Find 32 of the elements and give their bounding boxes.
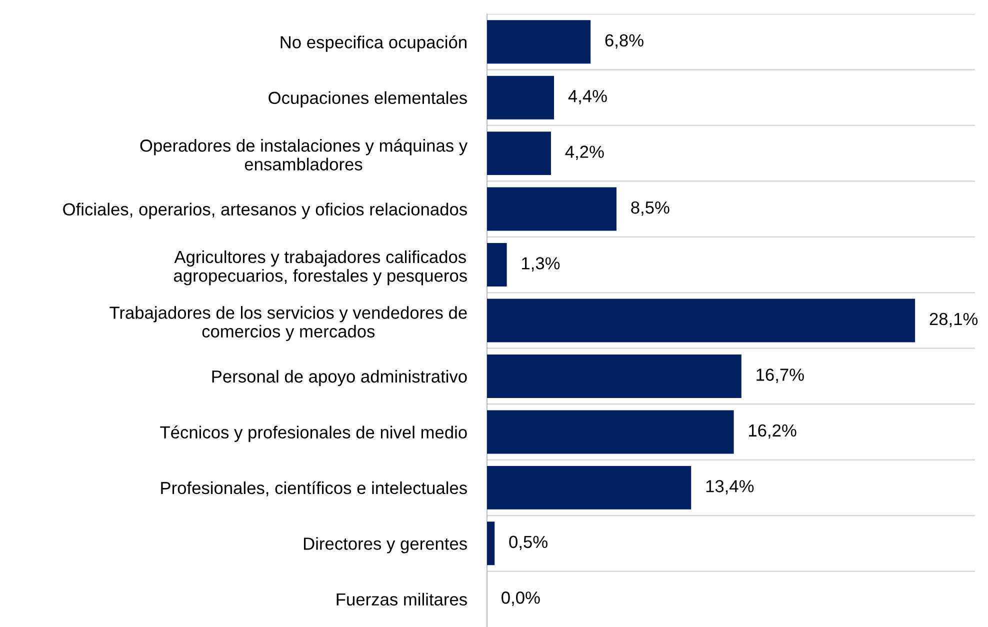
y-tick-label: Oficiales, operarios, artesanos y oficios relacionados bbox=[63, 202, 467, 219]
y-tick-label: Operadores de instalaciones y máquinas y ensambladores bbox=[140, 138, 468, 170]
y-tick-label: Técnicos y profesionales de nivel medio bbox=[160, 426, 467, 442]
bar bbox=[487, 132, 551, 176]
bar bbox=[487, 466, 692, 510]
data-label: 0,5% bbox=[509, 536, 548, 550]
bar bbox=[487, 20, 591, 64]
data-label: 4,4% bbox=[568, 90, 607, 104]
data-label: 16,2% bbox=[749, 424, 796, 439]
bar bbox=[487, 76, 554, 120]
y-tick-label: Directores y gerentes bbox=[304, 537, 467, 554]
bar bbox=[487, 187, 616, 231]
data-label: 13,4% bbox=[706, 480, 754, 494]
y-tick-label: Personal de apoyo administrativo bbox=[212, 370, 467, 386]
data-label: 4,2% bbox=[565, 146, 604, 160]
y-tick-label: Fuerzas militares bbox=[336, 592, 467, 606]
data-label: 16,7% bbox=[756, 368, 804, 383]
bar bbox=[487, 298, 916, 342]
data-label: 0,0% bbox=[502, 592, 540, 606]
bar bbox=[487, 243, 507, 287]
bar bbox=[487, 522, 495, 566]
data-label: 28,1% bbox=[930, 312, 978, 328]
bar bbox=[487, 410, 734, 454]
y-tick-label: No especifica ocupación bbox=[280, 35, 466, 52]
y-tick-label: Agricultores y trabajadores calificados agropecuarios, forestales y pesqueros bbox=[174, 250, 467, 286]
data-label: 1,3% bbox=[522, 257, 560, 272]
data-label: 8,5% bbox=[631, 201, 670, 216]
bar bbox=[487, 354, 742, 398]
y-tick-label: Trabajadores de los servicios y vendedores de comercios y mercados bbox=[110, 306, 467, 341]
data-label: 6,8% bbox=[605, 34, 644, 49]
y-tick-label: Ocupaciones elementales bbox=[268, 91, 467, 108]
y-tick-label: Profesionales, científicos e intelectuales bbox=[161, 481, 467, 496]
